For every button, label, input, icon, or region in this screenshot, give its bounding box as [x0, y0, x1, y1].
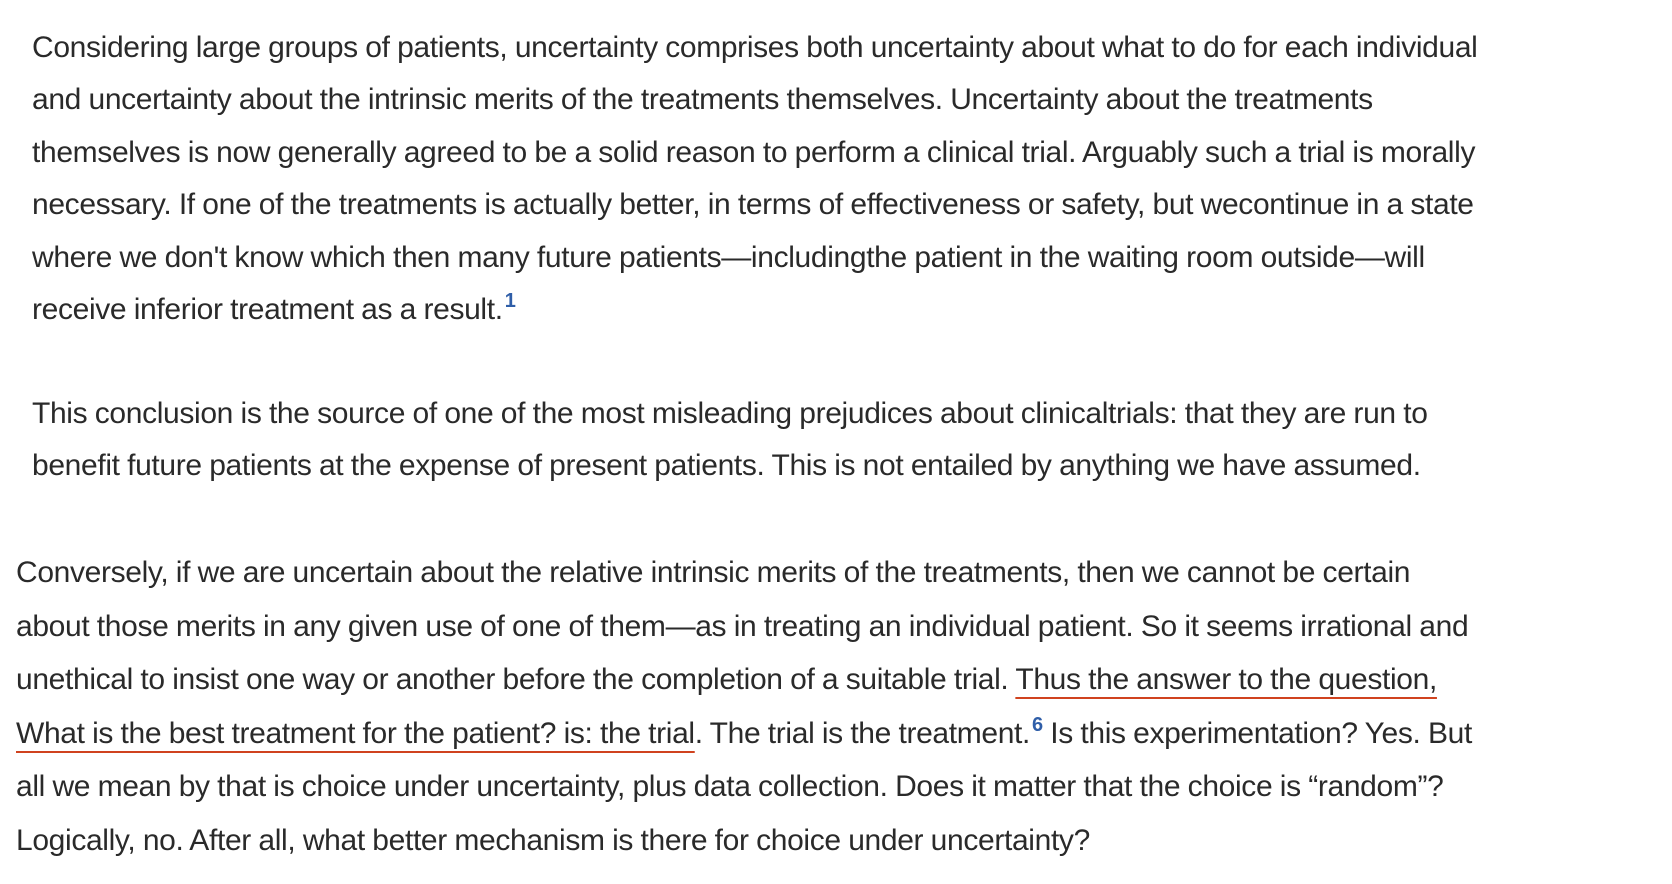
paragraph-1-line: where we don't know which then many futu… [32, 240, 1425, 274]
paragraph-1-line: themselves is now generally agreed to be… [32, 135, 1476, 169]
citation-link-1[interactable]: 1 [504, 290, 516, 313]
paragraph-3-line-4: What is the best treatment for the patie… [16, 707, 1672, 761]
paragraph-1-line: receive inferior treatment as a result. [32, 293, 503, 327]
paragraph-3-line: Conversely, if we are uncertain about th… [16, 556, 1411, 589]
paragraph-3-text: Is this experimentation? Yes. But [1042, 716, 1472, 750]
paragraph-2-line: benefit future patients at the expense o… [32, 449, 1421, 483]
paragraph-3-line-3: unethical to insist one way or another b… [16, 653, 1672, 707]
paragraph-3: Conversely, if we are uncertain about th… [16, 546, 1672, 868]
paragraph-2: This conclusion is the source of one of … [32, 388, 1672, 493]
citation-link-6[interactable]: 6 [1032, 713, 1043, 736]
paragraph-3-line: Logically, no. After all, what better me… [16, 823, 1090, 857]
paragraph-1-line: Considering large groups of patients, un… [32, 31, 1478, 64]
paragraph-2-line: This conclusion is the source of one of … [32, 397, 1428, 430]
paragraph-1-last-line: receive inferior treatment as a result. 1 [32, 284, 1672, 336]
paragraph-3-text: unethical to insist one way or another b… [16, 663, 1016, 697]
paragraph-3-line: all we mean by that is choice under unce… [16, 770, 1444, 804]
highlighted-text[interactable]: Thus the answer to the question, [1015, 663, 1437, 697]
paragraph-3-line: about those merits in any given use of o… [16, 609, 1469, 643]
paragraph-1: Considering large groups of patients, un… [32, 22, 1672, 336]
paragraph-3-text: . The trial is the treatment. [694, 716, 1031, 750]
highlighted-text[interactable]: What is the best treatment for the patie… [16, 716, 695, 750]
paragraph-1-line: necessary. If one of the treatments is a… [32, 188, 1474, 222]
paragraph-1-line: and uncertainty about the intrinsic meri… [32, 83, 1373, 117]
